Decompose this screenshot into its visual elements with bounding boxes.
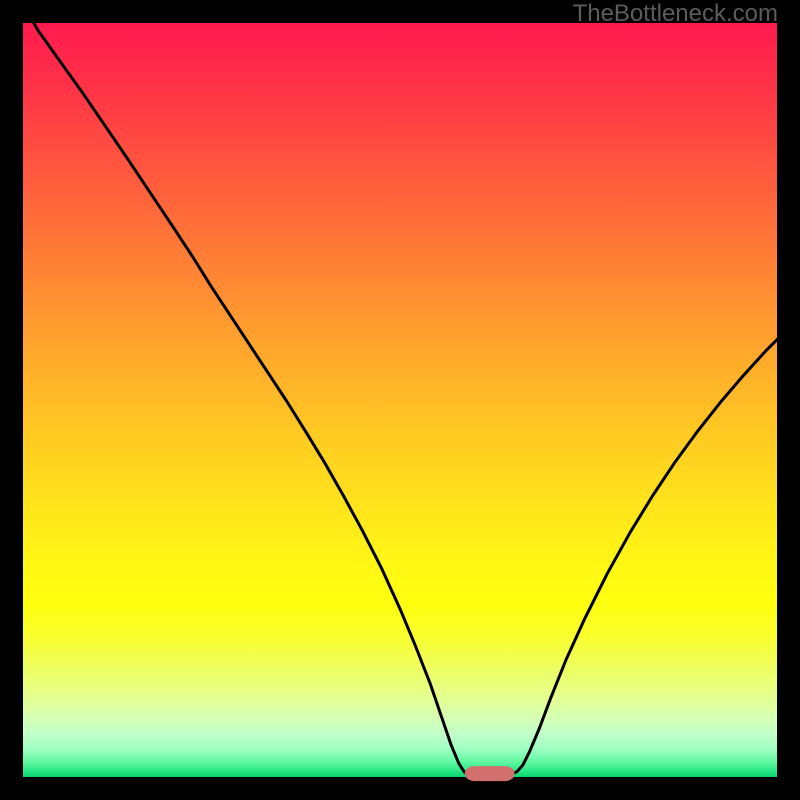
plot-gradient-background [23,23,777,777]
chart-stage: TheBottleneck.com [0,0,800,800]
watermark-text: TheBottleneck.com [573,0,778,28]
